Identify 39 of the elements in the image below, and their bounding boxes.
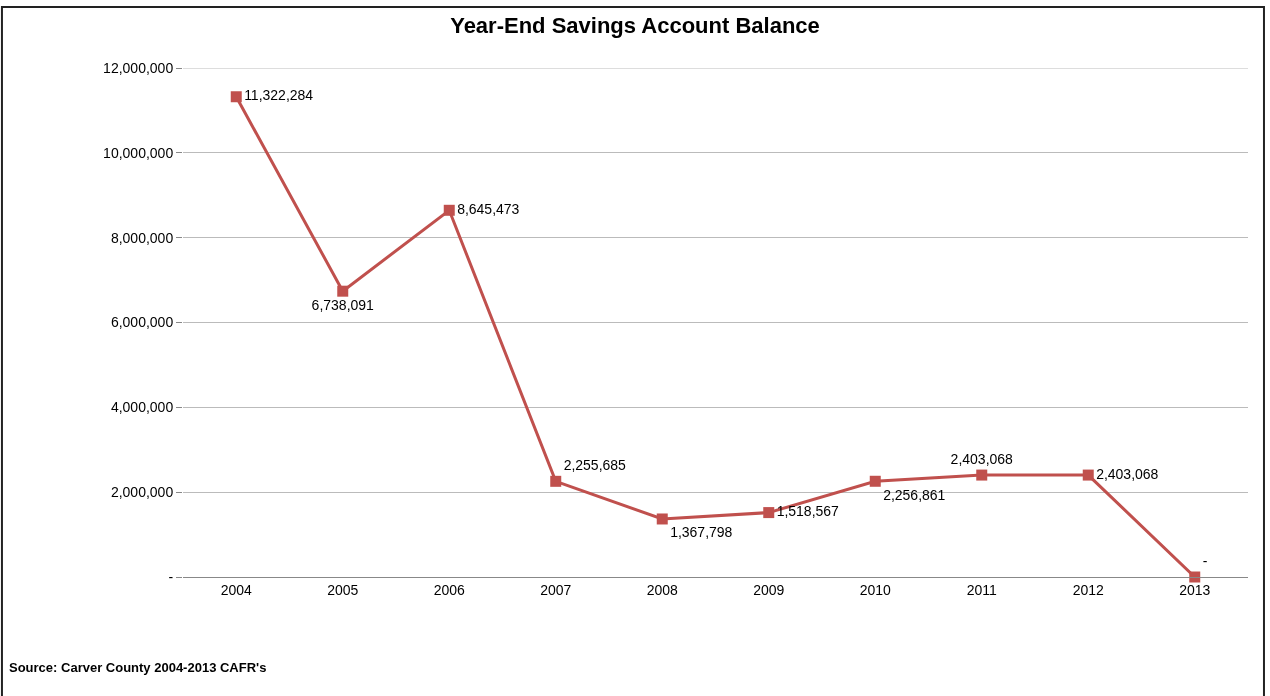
point	[869, 475, 881, 487]
x-tick-label: 2010	[859, 581, 892, 598]
data-label: 2,403,068	[950, 450, 1014, 467]
y-tick-label: 12,000,000	[103, 59, 174, 76]
point	[976, 469, 988, 481]
data-label: -	[1202, 552, 1208, 569]
data-label: 1,367,798	[670, 524, 733, 541]
x-tick-label: 2011	[966, 581, 998, 598]
point	[1189, 571, 1201, 583]
data-label: 1,518,567	[776, 503, 840, 520]
point	[550, 475, 562, 487]
point	[1082, 469, 1094, 481]
data-label: 6,738,091	[311, 296, 375, 313]
y-tick-label: -	[168, 568, 174, 585]
data-label: 2,255,685	[563, 456, 627, 473]
y-tick-label: 4,000,000	[110, 399, 174, 416]
point	[230, 91, 242, 103]
point	[763, 507, 775, 519]
x-tick-label: 2013	[1179, 581, 1211, 598]
x-tick-label: 2012	[1072, 581, 1105, 598]
y-tick-label: 10,000,000	[103, 144, 174, 161]
data-label: 11,322,284	[244, 87, 314, 104]
x-tick-label: 2004	[220, 581, 253, 598]
x-tick-label: 2006	[433, 581, 466, 598]
y-tick-label: 6,000,000	[110, 314, 174, 331]
x-tick-label: 2005	[327, 581, 359, 598]
source-note: Source: Carver County 2004-2013 CAFR's	[9, 660, 267, 675]
data-label: 2,403,068	[1096, 465, 1159, 482]
point	[656, 513, 668, 525]
x-tick-label: 2009	[753, 581, 785, 598]
point	[337, 285, 349, 297]
y-tick-label: 8,000,000	[110, 229, 174, 246]
y-tick-label: 2,000,000	[110, 484, 174, 501]
x-tick-label: 2008	[646, 581, 679, 598]
data-label: 2,256,861	[883, 486, 946, 503]
chart-title: Year-End Savings Account Balance	[450, 12, 820, 38]
data-label: 8,645,473	[457, 200, 520, 217]
x-tick-label: 2007	[540, 581, 572, 598]
point	[443, 204, 455, 216]
